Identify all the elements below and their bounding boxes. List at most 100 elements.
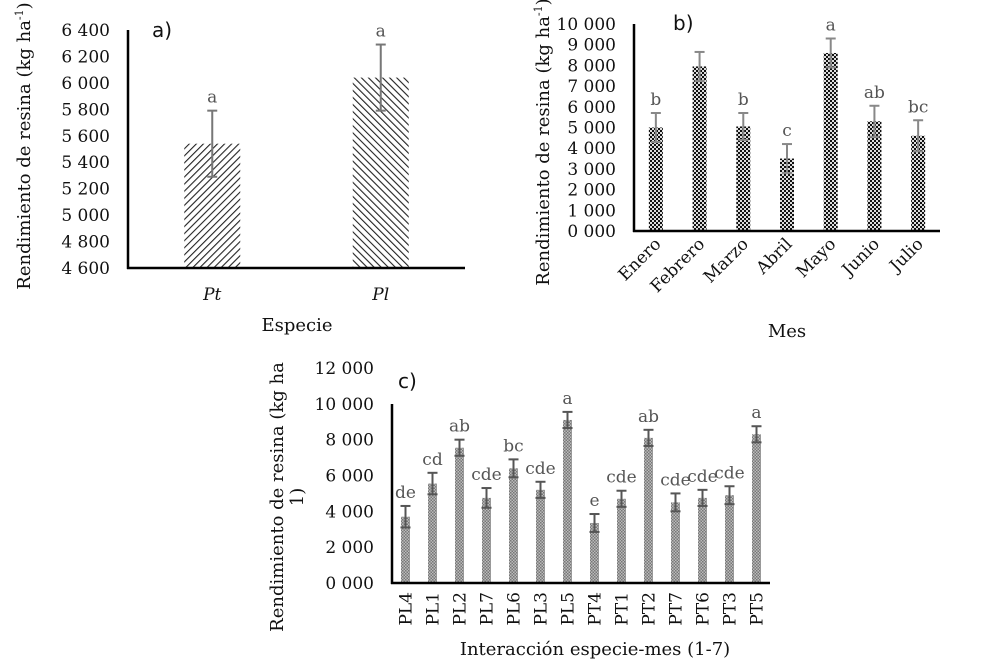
- y-tick-label: 5 400: [61, 153, 110, 173]
- chart-a-x-axis-title: Especie: [261, 315, 332, 336]
- y-tick-label: 5 000: [567, 119, 616, 139]
- x-tick-label: PT6: [694, 592, 714, 626]
- x-tick-label: PT4: [586, 592, 606, 626]
- y-tick-label: 5 800: [61, 100, 110, 120]
- x-tick-label: Pt: [202, 285, 221, 305]
- significance-label: cde: [471, 465, 501, 485]
- significance-label: b: [738, 90, 749, 110]
- bar-marzo: [736, 126, 751, 231]
- chart-c-y-ticks: 0 000 2 000 4 000 6 000 8 000 10 000 12 000: [315, 359, 374, 594]
- bar-pl5: [563, 419, 572, 583]
- significance-label: cde: [687, 467, 717, 487]
- chart-b-panel-label: b): [673, 11, 694, 35]
- x-tick-label: PL4: [397, 592, 417, 626]
- bar-abril: [780, 158, 794, 231]
- chart-b-x-axis-title: Mes: [768, 321, 806, 342]
- y-tick-label: 6 000: [567, 98, 616, 118]
- significance-label: c: [782, 121, 792, 141]
- chart-c-y-axis-title-line1: Rendimiento de resina (kg ha: [267, 362, 288, 632]
- x-tick-label: PT7: [667, 592, 687, 626]
- significance-label: a: [562, 389, 572, 409]
- bar-pl6: [509, 468, 518, 583]
- x-tick-label: PT2: [640, 592, 660, 626]
- significance-label: ab: [638, 407, 659, 427]
- x-tick-label: Pl: [371, 285, 389, 305]
- significance-label: a: [751, 403, 761, 423]
- x-tick-label: PT5: [748, 592, 768, 626]
- significance-label: de: [395, 483, 416, 503]
- significance-label: cde: [606, 468, 636, 488]
- bar-pt7: [671, 502, 680, 583]
- chart-c-x-axis-title: Interacción especie-mes (1-7): [460, 639, 730, 660]
- chart-a-y-axis-title: Rendimiento de resina (kg ha-1): [13, 2, 35, 289]
- bar-enero: [648, 127, 663, 231]
- y-tick-label: 0 000: [325, 574, 374, 594]
- x-tick-label: Junio: [837, 234, 884, 281]
- x-tick-label: PT1: [613, 592, 633, 626]
- x-tick-label: Julio: [885, 234, 928, 277]
- significance-label: bc: [503, 436, 523, 456]
- y-tick-label: 7 000: [567, 77, 616, 97]
- chart-a-axes: Pt Pl: [126, 30, 465, 305]
- bar-julio: [911, 135, 926, 231]
- y-tick-label: 3 000: [567, 160, 616, 180]
- y-tick-label: 5 600: [61, 127, 110, 147]
- chart-a-panel-label: a): [152, 18, 172, 42]
- x-tick-label: Abril: [752, 234, 797, 279]
- bar-pt2: [644, 437, 653, 583]
- y-tick-label: 4 000: [325, 502, 374, 522]
- significance-label: ab: [864, 83, 885, 103]
- y-tick-label: 6 000: [325, 467, 374, 487]
- y-tick-label: 5 000: [61, 206, 110, 226]
- significance-label: bc: [908, 97, 928, 117]
- chart-a: 4 600 4 800 5 000 5 200 5 400 5 600 5 800 6 000…: [13, 2, 465, 336]
- bar-pt1: [617, 498, 626, 583]
- y-tick-label: 5 200: [61, 180, 110, 200]
- x-tick-label: PL6: [505, 592, 525, 626]
- y-tick-label: 8 000: [567, 56, 616, 76]
- bar-junio: [867, 121, 882, 231]
- significance-label: b: [650, 90, 661, 110]
- chart-a-y-ticks: 4 600 4 800 5 000 5 200 5 400 5 600 5 800 6 000…: [61, 21, 110, 279]
- bar-pl1: [428, 483, 437, 583]
- y-tick-label: 10 000: [315, 395, 374, 415]
- chart-c: 0 000 2 000 4 000 6 000 8 000 10 000 12 000 de…: [267, 359, 770, 660]
- y-tick-label: 2 000: [325, 538, 374, 558]
- significance-label: cd: [422, 450, 443, 470]
- bar-mayo: [823, 52, 838, 232]
- y-tick-label: 4 000: [567, 139, 616, 159]
- chart-a-bars: aa: [184, 22, 409, 268]
- y-tick-label: 10 000: [557, 15, 616, 35]
- y-tick-label: 6 200: [61, 47, 110, 67]
- y-tick-label: 9 000: [567, 36, 616, 56]
- bar-pt4: [590, 522, 599, 583]
- significance-label: a: [376, 22, 386, 42]
- y-tick-label: 4 800: [61, 233, 110, 253]
- bar-pl2: [455, 447, 464, 583]
- bar-pt3: [725, 495, 734, 583]
- x-tick-label: PL5: [559, 592, 579, 626]
- chart-c-axes: PL4 PL1 PL2 PL7 PL6 PL3 PL5 PT4 PT1 PT2 PT7 PT6 PT3 P…: [390, 404, 770, 626]
- x-tick-label: Marzo: [700, 234, 753, 287]
- y-tick-label: 0 000: [567, 222, 616, 242]
- significance-label: a: [207, 88, 217, 108]
- bar-pl7: [482, 497, 491, 583]
- bar-pl3: [536, 489, 545, 583]
- bar-febrero: [692, 66, 707, 231]
- x-tick-label: Mayo: [793, 234, 841, 282]
- y-tick-label: 12 000: [315, 359, 374, 379]
- x-tick-label: PL2: [451, 592, 471, 626]
- x-tick-label: PL3: [532, 592, 552, 626]
- x-tick-label: PL7: [478, 592, 498, 626]
- significance-label: cde: [714, 463, 744, 483]
- significance-label: ab: [449, 417, 470, 437]
- bar-pl4: [401, 516, 410, 583]
- chart-c-panel-label: c): [398, 369, 417, 393]
- y-tick-label: 4 600: [61, 259, 110, 279]
- y-tick-label: 6 000: [61, 74, 110, 94]
